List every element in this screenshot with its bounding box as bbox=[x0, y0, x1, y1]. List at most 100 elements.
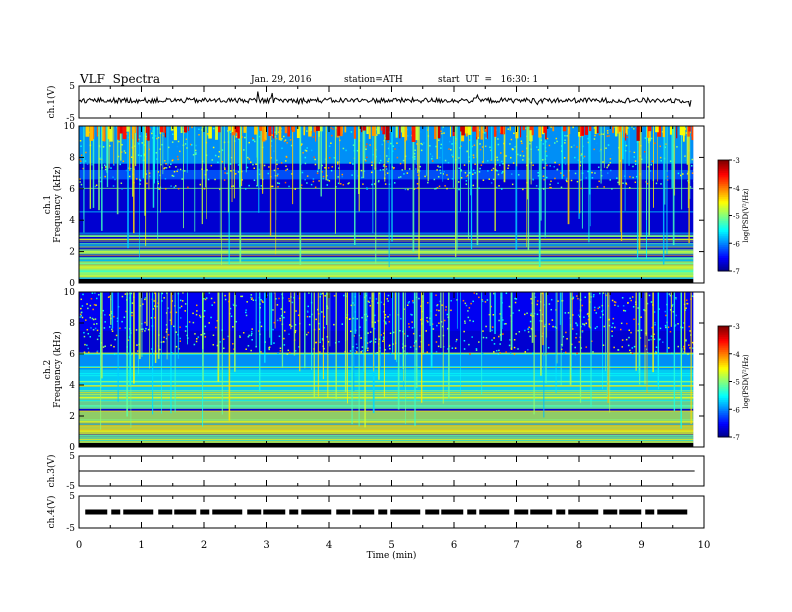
ch2-spectrogram-noise bbox=[388, 320, 391, 323]
ch2-spectrogram-noise bbox=[493, 351, 495, 353]
ch1-spectrogram-noise bbox=[655, 182, 658, 185]
ch1-spectrogram-noise bbox=[328, 145, 331, 147]
ch1-spectrogram-burst bbox=[472, 126, 476, 132]
ch1-spectrogram-noise bbox=[327, 179, 329, 181]
ch2-spectrogram-noise bbox=[95, 323, 98, 325]
ch2-spectrogram-noise bbox=[83, 351, 86, 353]
ch1-spectrogram-noise bbox=[109, 145, 111, 147]
ch2-spectrogram-noise bbox=[650, 301, 653, 303]
ch1-spectrogram-noise bbox=[606, 166, 608, 169]
colorbar-cell bbox=[718, 206, 729, 209]
ch2-spectrogram-noise bbox=[163, 297, 165, 299]
colorbar-cell bbox=[718, 340, 729, 344]
ch2-spectrogram-noise bbox=[388, 345, 390, 348]
ch2-spectrogram-noise bbox=[455, 340, 457, 343]
ch2-spectrogram-noise bbox=[205, 297, 208, 299]
colorbar-cell bbox=[718, 433, 729, 436]
ch1-spectrogram-noise bbox=[386, 172, 389, 174]
ch1-spectrogram-noise bbox=[79, 140, 82, 142]
ch2-spectrogram-noise bbox=[250, 296, 252, 299]
ch1-spectrogram-noise bbox=[276, 182, 279, 184]
ch1-spectrogram-noise bbox=[448, 140, 451, 143]
ch1-spectrogram-noise bbox=[206, 169, 208, 171]
colorbar-cell bbox=[718, 385, 729, 388]
ch1-spectrogram-noise bbox=[134, 145, 136, 147]
ch1-spectrogram-noise bbox=[543, 167, 545, 169]
ch2-spectrogram-noise bbox=[655, 352, 657, 354]
ch1-spectrogram-noise bbox=[210, 164, 213, 167]
ch2-spectrogram-noise bbox=[251, 339, 253, 341]
ch2-spectrogram-noise bbox=[89, 304, 92, 307]
ch1-spectrogram-noise bbox=[172, 175, 175, 177]
ch1-spectrogram-noise bbox=[536, 146, 538, 148]
ch2-spectrogram-noise bbox=[95, 297, 98, 300]
ch2-spectrogram-noise bbox=[323, 326, 326, 329]
ch1-spectrogram-noise bbox=[609, 158, 612, 160]
ch2-spectrogram-noise bbox=[184, 303, 187, 305]
ch2-spectrogram-noise bbox=[622, 305, 625, 307]
ch1-spectrogram-noise bbox=[156, 137, 158, 140]
ch1-spectrogram-noise bbox=[501, 160, 503, 163]
ch1-spectrogram-noise bbox=[631, 126, 633, 128]
colorbar-cell bbox=[718, 383, 729, 386]
ch1-spectrogram-noise bbox=[179, 168, 182, 171]
colorbar-cell bbox=[718, 180, 729, 183]
ch2-spectrogram-noise bbox=[188, 321, 191, 323]
colorbar-cell bbox=[718, 184, 729, 187]
ch1-spectrogram-noise bbox=[363, 170, 366, 172]
ch1-spectrogram-noise bbox=[636, 175, 638, 178]
ch1-spectrogram-noise bbox=[313, 156, 315, 159]
ch1-spectrogram-burst bbox=[467, 126, 472, 135]
ch2-spectrogram-noise bbox=[426, 351, 428, 353]
ch1-spectrogram-noise bbox=[460, 177, 463, 179]
ch1-spectrogram-noise bbox=[178, 150, 181, 153]
ch1-spectrogram-burst bbox=[538, 126, 542, 138]
ch2-spectrogram-noise bbox=[574, 346, 576, 349]
ch2-spectrogram-noise bbox=[484, 301, 487, 303]
ch1-spectrogram-noise bbox=[365, 148, 367, 151]
ch2-spectrogram-noise bbox=[180, 305, 183, 308]
ch2-spectrogram-noise bbox=[599, 292, 601, 295]
ch2-spectrogram-noise bbox=[98, 335, 100, 337]
ch2-spectrogram-noise bbox=[279, 347, 282, 350]
ch1-spectrogram-noise bbox=[650, 137, 653, 140]
ch2-spectrogram-noise bbox=[614, 326, 616, 329]
ch2-spectrogram-noise bbox=[374, 321, 376, 324]
ch1-spectrogram-noise bbox=[532, 178, 535, 181]
ch2-spectrogram-noise bbox=[532, 352, 534, 354]
ch2-spectrogram-noise bbox=[579, 315, 581, 318]
ch2-spectrogram-noise bbox=[323, 315, 325, 318]
ch1-spectrogram-noise bbox=[438, 185, 441, 188]
ch1-spectrogram-noise bbox=[176, 145, 179, 148]
ch1-spectrogram-noise bbox=[420, 142, 422, 145]
ch1-spectrogram-burst bbox=[360, 126, 363, 133]
ch1-spectrogram-noise bbox=[167, 146, 170, 149]
ch2-spectrogram-noise bbox=[198, 314, 201, 317]
ch1-spectrogram-noise bbox=[340, 183, 342, 185]
ch2-spectrogram-noise bbox=[482, 336, 485, 339]
ch1-spectrogram-noise bbox=[611, 154, 613, 156]
ch2-spectrogram-noise bbox=[577, 314, 580, 316]
ch1-spectrogram-noise bbox=[437, 176, 440, 178]
ch1-spectrogram-noise bbox=[183, 170, 186, 172]
ch2-spectrogram-noise bbox=[150, 317, 153, 319]
ch1-spectrogram-noise bbox=[387, 160, 389, 163]
ch2-spectrogram-ylabel: Frequency (kHz) bbox=[52, 331, 63, 408]
ch2-spectrogram-noise bbox=[688, 325, 690, 328]
ch1-spectrogram-noise bbox=[545, 155, 548, 157]
ch1-spectrogram-noise bbox=[120, 151, 123, 153]
colorbar-cell bbox=[718, 370, 729, 373]
ch2-spectrogram-noise bbox=[222, 338, 225, 341]
ch1-spectrogram-noise bbox=[507, 128, 510, 130]
ch1-spectrogram-noise bbox=[606, 135, 609, 137]
ch1-spectrogram-ytick-label: 4 bbox=[69, 216, 75, 226]
ch2-spectrogram-noise bbox=[681, 326, 684, 329]
ch1-spectrogram-noise bbox=[291, 173, 293, 175]
ch2-spectrogram-noise bbox=[623, 309, 625, 312]
ch1-spectrogram-noise bbox=[650, 133, 652, 136]
ch1-spectrogram-noise bbox=[649, 170, 652, 172]
colorbar-tick-label: -3 bbox=[733, 323, 740, 331]
ch2-spectrogram-noise bbox=[514, 297, 516, 300]
ch1-spectrogram-noise bbox=[497, 143, 500, 146]
ch1-spectrogram-noise bbox=[537, 149, 540, 151]
